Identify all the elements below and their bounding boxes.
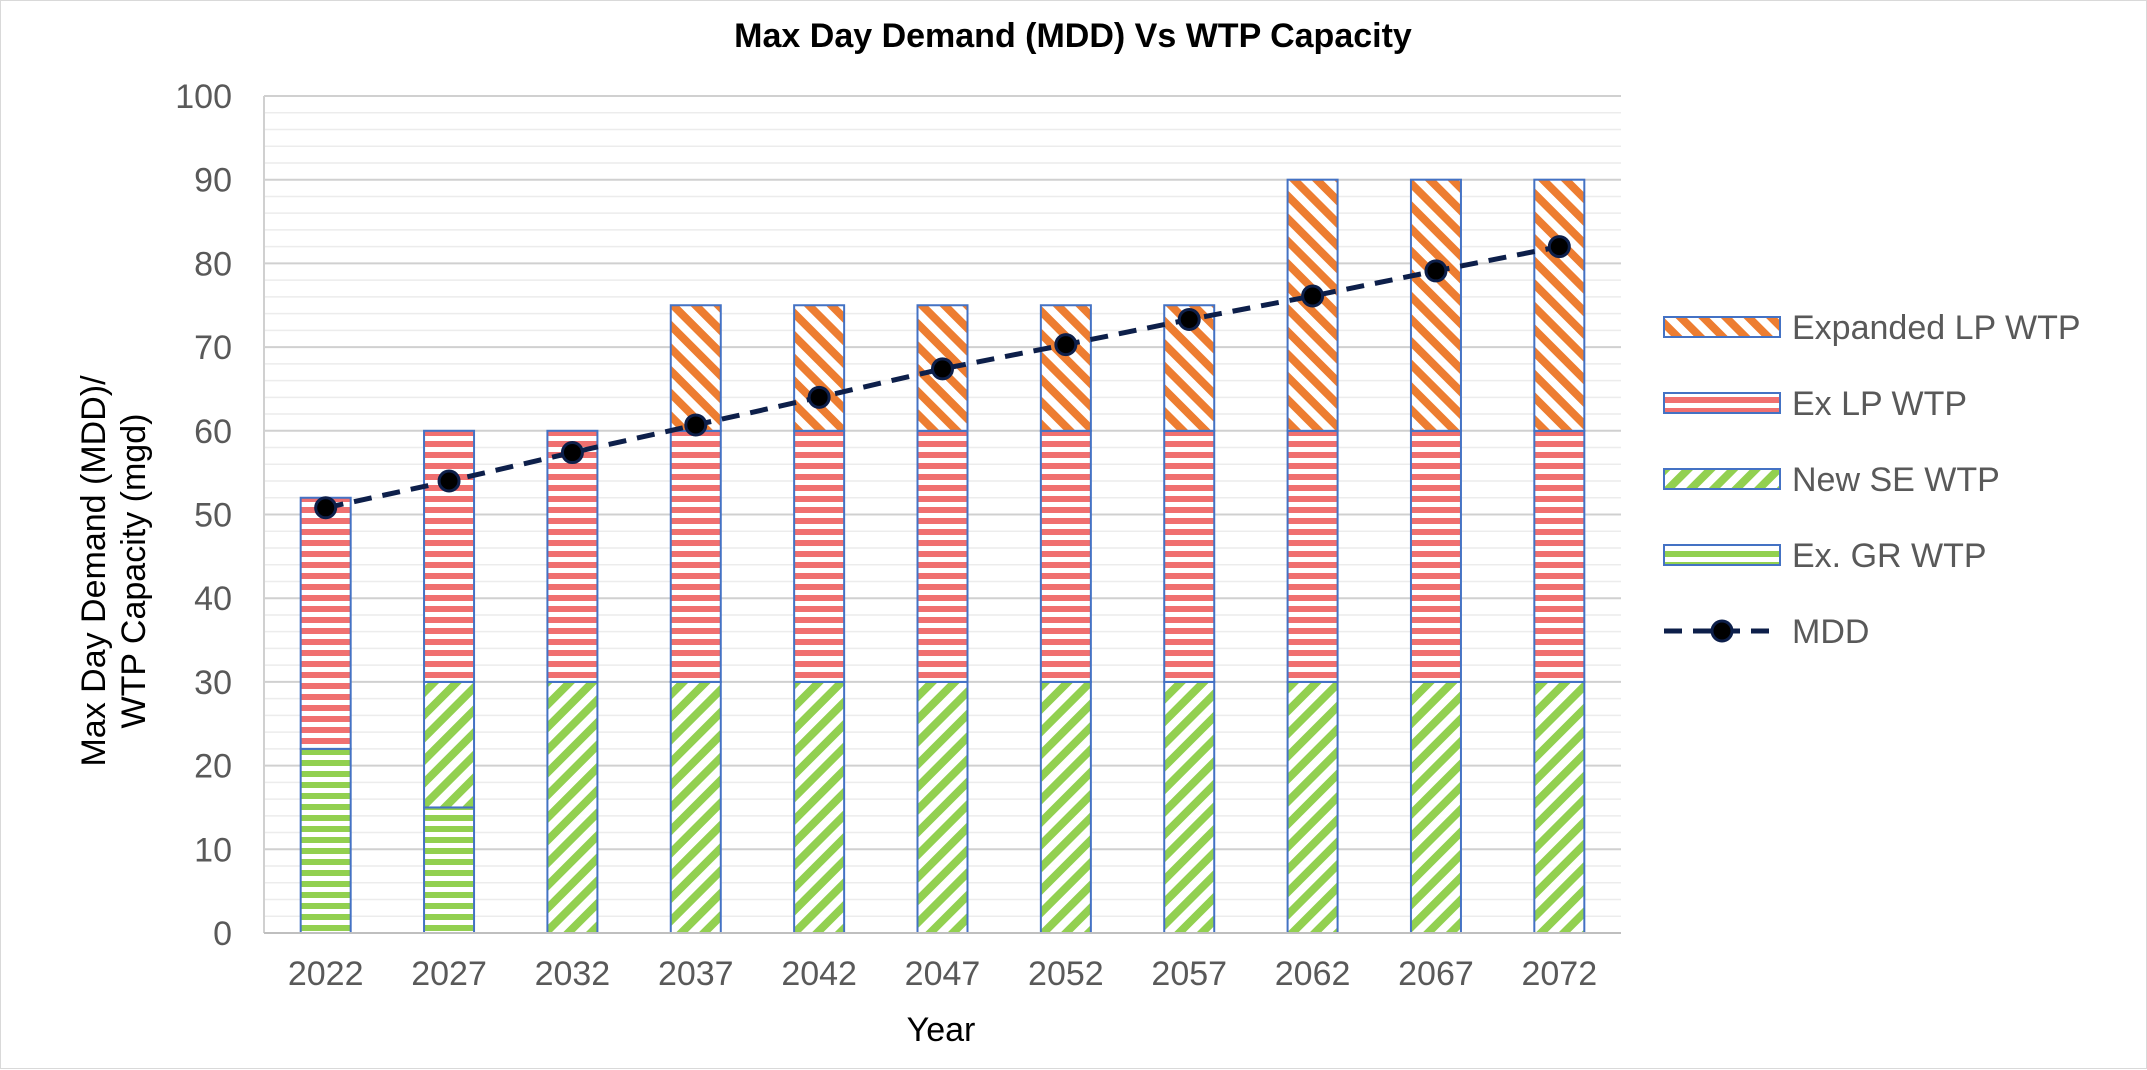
mdd-point-2052 bbox=[1054, 333, 1078, 357]
y-tick-label: 10 bbox=[194, 831, 232, 869]
x-tick-label: 2047 bbox=[905, 955, 981, 993]
mdd-point-2067 bbox=[1424, 259, 1448, 283]
mdd-point-2042 bbox=[807, 385, 831, 409]
bar-segment-ex-lp-wtp-2042 bbox=[793, 429, 846, 683]
bar-segment-new-se-wtp-2027 bbox=[423, 680, 476, 809]
mdd-point-2032 bbox=[560, 441, 584, 465]
x-tick-label: 2032 bbox=[535, 955, 611, 993]
bar-segment-expanded-lp-wtp-2067 bbox=[1409, 178, 1462, 432]
mdd-point-2047 bbox=[931, 357, 954, 381]
legend-marker-mdd bbox=[1710, 619, 1734, 643]
y-axis-title: Max Day Demand (MDD)/ WTP Capacity (mgd) bbox=[75, 375, 153, 767]
mdd-point-2022 bbox=[314, 496, 338, 520]
y-tick-labels: 0 10 20 30 40 50 60 70 80 90 100 bbox=[175, 78, 232, 953]
mdd-point-2072 bbox=[1547, 235, 1571, 259]
x-axis-title: Year bbox=[907, 1011, 976, 1049]
legend-label-ex-lp-wtp: Ex LP WTP bbox=[1792, 385, 1967, 423]
bar-segment-ex-gr-wtp-2022 bbox=[299, 747, 352, 934]
bar-segment-expanded-lp-wtp-2052 bbox=[1039, 304, 1092, 432]
bar-segment-ex-lp-wtp-2027 bbox=[423, 429, 476, 683]
mdd-point-2027 bbox=[437, 469, 461, 493]
bar-segment-new-se-wtp-2067 bbox=[1409, 680, 1462, 935]
chart-title: Max Day Demand (MDD) Vs WTP Capacity bbox=[734, 17, 1412, 55]
mdd-point-2057 bbox=[1177, 307, 1201, 331]
bar-segment-ex-lp-wtp-2047 bbox=[916, 429, 969, 683]
y-tick-label: 30 bbox=[194, 664, 232, 702]
bar-segment-new-se-wtp-2042 bbox=[793, 680, 846, 935]
bar-segment-expanded-lp-wtp-2037 bbox=[669, 304, 722, 432]
y-tick-label: 70 bbox=[194, 329, 232, 367]
y-tick-label: 100 bbox=[175, 78, 232, 116]
y-axis-title-line-1: Max Day Demand (MDD)/ bbox=[75, 375, 113, 767]
axes bbox=[263, 96, 1621, 934]
x-tick-label: 2042 bbox=[781, 955, 857, 993]
x-tick-label: 2062 bbox=[1275, 955, 1351, 993]
bar-segment-ex-lp-wtp-2037 bbox=[669, 429, 722, 683]
bar-segment-new-se-wtp-2047 bbox=[916, 680, 969, 935]
mdd-point-2037 bbox=[684, 413, 708, 437]
y-tick-label: 40 bbox=[194, 580, 232, 618]
x-tick-label: 2052 bbox=[1028, 955, 1104, 993]
x-tick-label: 2037 bbox=[658, 955, 734, 993]
bar-segment-expanded-lp-wtp-2072 bbox=[1533, 178, 1586, 432]
y-tick-label: 20 bbox=[194, 748, 232, 786]
y-tick-label: 0 bbox=[213, 915, 232, 953]
x-tick-labels: 2022 2027 2032 2037 2042 2047 2052 2057 2062 2067… bbox=[288, 955, 1597, 993]
y-tick-label: 90 bbox=[194, 162, 232, 200]
legend-swatch-new-se-wtp bbox=[1663, 468, 1781, 490]
bar-segment-new-se-wtp-2072 bbox=[1533, 680, 1586, 935]
bar-segment-new-se-wtp-2032 bbox=[546, 680, 599, 935]
bar-segment-new-se-wtp-2052 bbox=[1039, 680, 1092, 935]
bar-segment-ex-lp-wtp-2022 bbox=[299, 496, 352, 750]
x-tick-label: 2072 bbox=[1521, 955, 1597, 993]
y-tick-label: 80 bbox=[194, 245, 232, 283]
bar-segment-new-se-wtp-2037 bbox=[669, 680, 722, 935]
bar-segment-ex-lp-wtp-2067 bbox=[1409, 429, 1462, 683]
bar-segment-ex-lp-wtp-2062 bbox=[1286, 429, 1339, 683]
bars bbox=[299, 178, 1586, 935]
bar-segment-new-se-wtp-2062 bbox=[1286, 680, 1339, 935]
legend-label-ex-gr-wtp: Ex. GR WTP bbox=[1792, 537, 1987, 575]
x-tick-label: 2022 bbox=[288, 955, 364, 993]
legend-label-mdd: MDD bbox=[1792, 613, 1869, 651]
bar-segment-ex-lp-wtp-2052 bbox=[1039, 429, 1092, 683]
bar-segment-ex-gr-wtp-2027 bbox=[423, 806, 476, 935]
legend: Expanded LP WTP Ex LP WTP New SE WTP Ex. GR… bbox=[1663, 309, 2081, 651]
bar-segment-ex-lp-wtp-2032 bbox=[546, 429, 599, 683]
legend-label-expanded-lp-wtp: Expanded LP WTP bbox=[1792, 309, 2081, 347]
x-tick-label: 2027 bbox=[411, 955, 487, 993]
mdd-series-line bbox=[325, 244, 1560, 511]
bar-segment-ex-lp-wtp-2057 bbox=[1163, 429, 1216, 683]
mdd-line bbox=[314, 235, 1571, 520]
bar-segment-ex-lp-wtp-2072 bbox=[1533, 429, 1586, 683]
y-tick-label: 60 bbox=[194, 413, 232, 451]
legend-swatch-ex-gr-wtp bbox=[1663, 544, 1781, 566]
mdd-point-2062 bbox=[1301, 284, 1325, 308]
bar-segment-new-se-wtp-2057 bbox=[1163, 680, 1216, 935]
legend-label-new-se-wtp: New SE WTP bbox=[1792, 461, 2000, 499]
legend-swatch-ex-lp-wtp bbox=[1663, 392, 1781, 414]
x-tick-label: 2067 bbox=[1398, 955, 1474, 993]
legend-swatch-expanded-lp-wtp bbox=[1663, 316, 1781, 338]
bar-segment-expanded-lp-wtp-2042 bbox=[793, 304, 846, 432]
x-tick-label: 2057 bbox=[1151, 955, 1227, 993]
y-tick-label: 50 bbox=[194, 497, 232, 535]
y-axis-title-line-2: WTP Capacity (mgd) bbox=[115, 414, 153, 729]
